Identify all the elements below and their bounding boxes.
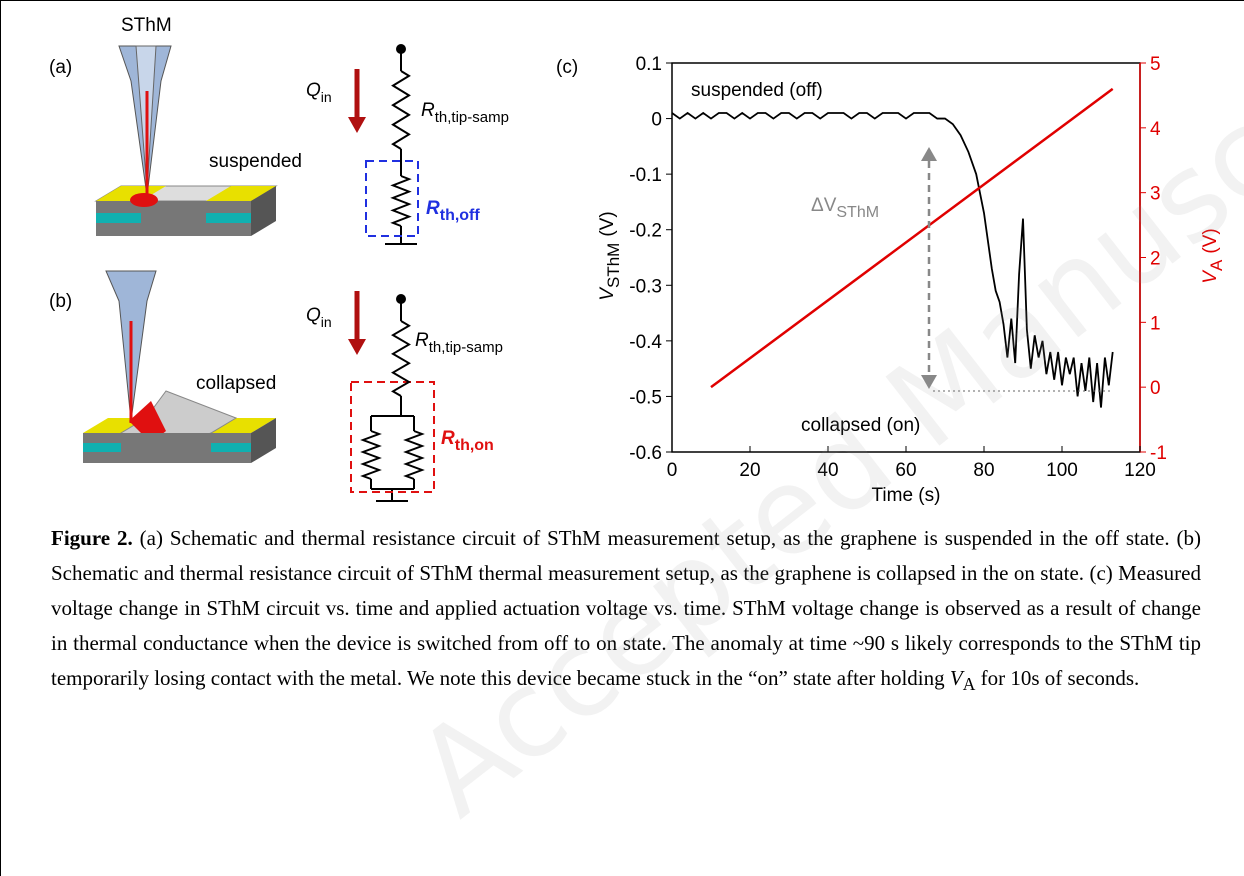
panel-label: (c) [556,57,578,78]
x-tick-label: 40 [817,460,838,481]
resistor [390,175,412,227]
r-sub: th,tip-samp [435,109,509,126]
r-main: R [441,428,455,449]
y2-label-unit: (V) [1200,228,1221,253]
y-label-main: V [597,286,618,301]
sthm-label: SThM [121,15,172,36]
q-label: Qin [306,80,332,105]
annotation: suspended (off) [691,80,823,101]
y-label-unit: (V) [597,211,618,236]
r-main: R [415,330,429,351]
x-tick-label: 100 [1046,460,1078,481]
annotation: collapsed (on) [801,415,920,436]
y-axis-label: VSThM (V) [597,211,623,300]
x-tick-label: 0 [667,460,678,481]
y-tick-label: -0.2 [629,221,662,242]
r-off-label: Rth,off [426,198,480,224]
r-label: Rth,tip-samp [421,100,509,126]
delta-main: ΔV [811,195,837,216]
r-on-label: Rth,on [441,428,494,454]
annotation: ΔVSThM [811,195,879,221]
y-tick-label: -0.3 [629,276,662,297]
y-tick-label: -0.5 [629,387,662,408]
q-sub: in [321,314,332,330]
arrow-head [921,375,937,389]
arrow-head [921,147,937,161]
y2-tick-label: 0 [1150,378,1161,399]
data-line [710,87,1114,389]
r-label: Rth,tip-samp [415,330,503,356]
q-main: Q [306,80,321,101]
x-tick-label: 80 [973,460,994,481]
caption-label: Figure 2. [51,526,133,550]
y2-axis-label: VA (V) [1200,228,1226,283]
q-sub: in [321,89,332,105]
caption-text: for 10s of seconds. [975,666,1140,690]
panel-label: (a) [49,57,72,78]
y-label-sub: SThM [604,243,623,288]
caption-text: (a) Schematic and thermal resistance cir… [51,526,1202,690]
r-sub: th,on [455,437,494,454]
x-tick-label: 120 [1124,460,1156,481]
resistor [391,70,411,150]
y-tick-label: 0 [651,110,662,131]
state-label: suspended [209,151,302,172]
delta-sub: SThM [836,204,879,221]
r-main: R [421,100,435,121]
figure: (a) (b) SThM suspended collapsed Qin Qin… [49,15,1226,506]
resistor [391,320,411,397]
y2-label-main: V [1200,269,1221,284]
q-label: Qin [306,305,332,330]
caption-var-sub: A [962,674,976,695]
device-a [94,45,278,236]
circuits [348,44,435,502]
y-tick-label: 0.1 [636,54,662,75]
y2-tick-label: 5 [1150,54,1161,75]
r-sub: th,off [440,207,481,224]
caption-var: V [949,666,963,690]
device-b [83,270,276,463]
y-tick-label: -0.1 [629,165,662,186]
y-tick-label: -0.4 [629,332,662,353]
resistor [403,430,425,480]
q-main: Q [306,305,321,326]
r-sub: th,tip-samp [429,339,503,356]
resistor [360,430,382,480]
x-tick-label: 60 [895,460,916,481]
x-tick-label: 20 [739,460,760,481]
y2-tick-label: 3 [1150,184,1161,205]
data-line [671,111,1114,408]
y2-tick-label: -1 [1150,443,1167,464]
r-main: R [426,198,440,219]
y-tick-label: -0.6 [629,443,662,464]
y2-label-sub: A [1207,259,1226,271]
y2-tick-label: 2 [1150,249,1161,270]
panel-label: (b) [49,291,72,312]
y2-tick-label: 4 [1150,119,1161,140]
state-label: collapsed [196,373,276,394]
x-axis-label: Time (s) [872,485,941,506]
caption: Figure 2. (a) Schematic and thermal resi… [51,521,1201,702]
y2-tick-label: 1 [1150,313,1161,334]
